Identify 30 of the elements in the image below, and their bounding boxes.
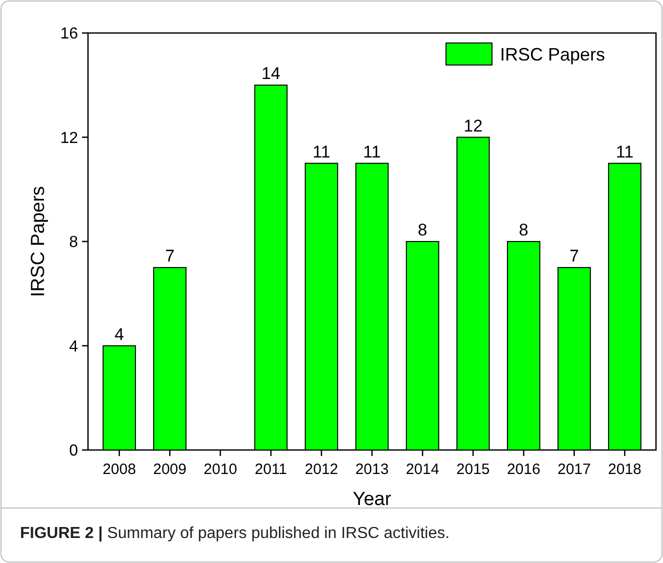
x-tick-label: 2016 — [506, 461, 540, 478]
y-tick-label: 16 — [60, 26, 78, 43]
x-tick-label: 2015 — [456, 461, 490, 478]
x-tick-label: 2013 — [355, 461, 389, 478]
x-tick-label: 2017 — [557, 461, 591, 478]
data-label: 8 — [418, 220, 428, 240]
data-label: 12 — [464, 116, 483, 136]
y-tick-label: 8 — [69, 234, 78, 252]
data-label: 11 — [363, 142, 381, 162]
x-tick-label: 2010 — [204, 461, 238, 478]
y-tick-label: 0 — [69, 442, 78, 460]
y-tick-label: 4 — [69, 338, 78, 356]
data-label: 7 — [569, 246, 579, 266]
x-tick-label: 2009 — [153, 461, 187, 478]
data-label: 7 — [165, 246, 175, 266]
data-label: 11 — [312, 142, 330, 162]
data-label: 8 — [518, 220, 528, 240]
x-tick-label: 2008 — [102, 461, 136, 478]
x-axis-title: Year — [352, 489, 392, 510]
data-label: 4 — [114, 324, 124, 344]
legend-label: IRSC Papers — [500, 44, 606, 64]
caption: FIGURE 2 | Summary of papers published in IRSC activities. — [20, 525, 450, 542]
x-tick-label: 2018 — [608, 461, 642, 478]
y-tick-label: 12 — [60, 130, 78, 147]
y-axis-title: IRSC Papers — [28, 186, 49, 297]
data-label: 11 — [616, 142, 634, 162]
x-tick-label: 2014 — [406, 461, 440, 478]
data-label: 14 — [261, 64, 280, 84]
x-tick-label: 2012 — [304, 461, 338, 478]
x-tick-label: 2011 — [254, 461, 288, 478]
